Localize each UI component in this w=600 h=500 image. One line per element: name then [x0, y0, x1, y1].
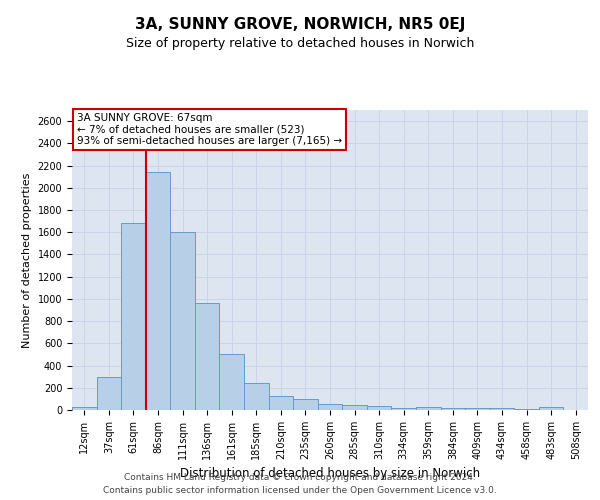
- Bar: [391, 408, 416, 410]
- Bar: [539, 407, 563, 410]
- Bar: [146, 172, 170, 410]
- Bar: [97, 376, 121, 410]
- Text: Contains HM Land Registry data © Crown copyright and database right 2024.
Contai: Contains HM Land Registry data © Crown c…: [103, 474, 497, 495]
- Bar: [170, 232, 195, 410]
- Bar: [269, 396, 293, 410]
- Bar: [72, 407, 97, 410]
- Bar: [490, 408, 514, 410]
- Bar: [244, 384, 269, 410]
- Bar: [195, 304, 220, 410]
- Bar: [293, 399, 318, 410]
- Bar: [416, 406, 440, 410]
- Bar: [514, 409, 539, 410]
- Bar: [465, 408, 490, 410]
- Text: 3A SUNNY GROVE: 67sqm
← 7% of detached houses are smaller (523)
93% of semi-deta: 3A SUNNY GROVE: 67sqm ← 7% of detached h…: [77, 113, 342, 146]
- Bar: [318, 404, 342, 410]
- X-axis label: Distribution of detached houses by size in Norwich: Distribution of detached houses by size …: [180, 468, 480, 480]
- Bar: [367, 406, 391, 410]
- Bar: [121, 224, 146, 410]
- Bar: [220, 354, 244, 410]
- Text: 3A, SUNNY GROVE, NORWICH, NR5 0EJ: 3A, SUNNY GROVE, NORWICH, NR5 0EJ: [135, 18, 465, 32]
- Text: Size of property relative to detached houses in Norwich: Size of property relative to detached ho…: [126, 38, 474, 51]
- Y-axis label: Number of detached properties: Number of detached properties: [22, 172, 32, 348]
- Bar: [342, 406, 367, 410]
- Bar: [440, 408, 465, 410]
